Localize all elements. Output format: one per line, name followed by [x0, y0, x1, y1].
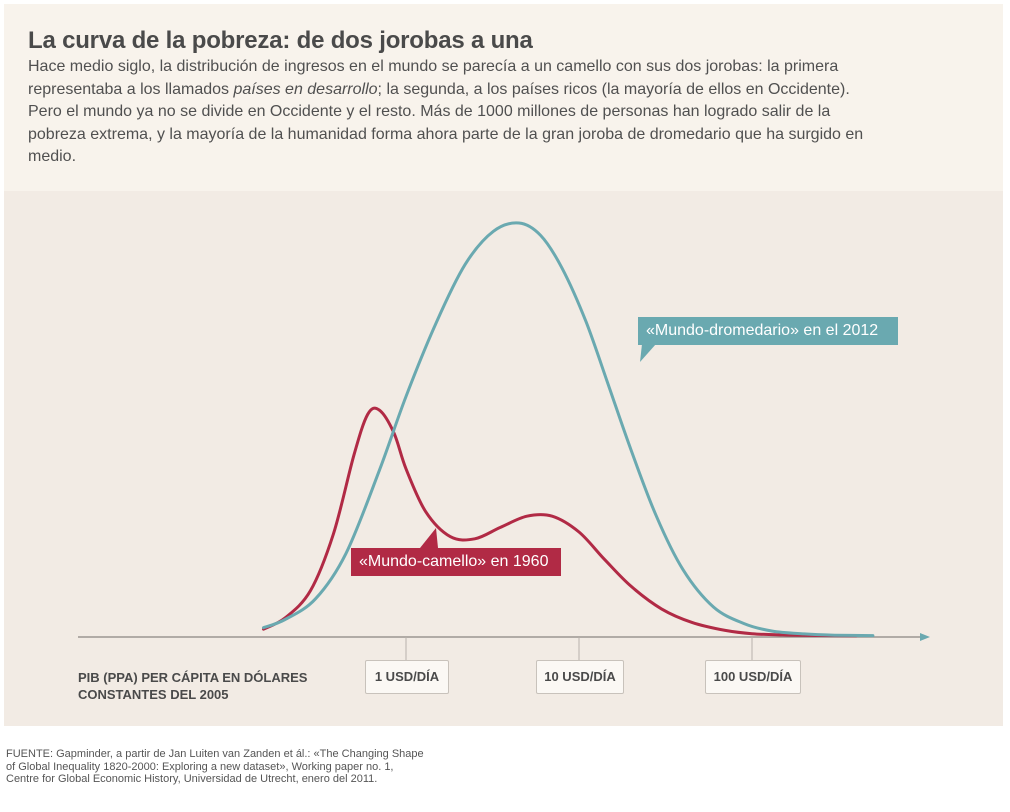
subtitle-part-2: ; la segunda, a los países ricos (la may…	[28, 80, 864, 166]
x-tick-label: 1 USD/DÍA	[365, 660, 449, 694]
subtitle-italic: países en desarrollo	[233, 80, 378, 98]
chart-subtitle: Hace medio siglo, la distribución de ing…	[28, 56, 878, 169]
label-2012-pointer	[640, 344, 656, 362]
x-axis-title: PIB (PPA) PER CÁPITA EN DÓLARES CONSTANT…	[78, 670, 308, 702]
series-line-mundo-dromedario-2012	[262, 221, 875, 638]
series-label-mundo-camello-1960: «Mundo-camello» en 1960	[351, 548, 561, 576]
x-tick-label: 100 USD/DÍA	[705, 660, 801, 694]
header-panel	[4, 4, 1003, 191]
x-axis-arrow	[920, 633, 930, 641]
chart-title: La curva de la pobreza: de dos jorobas a…	[28, 27, 533, 54]
source-note: FUENTE: Gapminder, a partir de Jan Luite…	[6, 748, 424, 785]
x-tick-label: 10 USD/DÍA	[536, 660, 624, 694]
series-line-mundo-camello-1960	[262, 406, 858, 638]
series-label-mundo-dromedario-2012: «Mundo-dromedario» en el 2012	[638, 317, 898, 345]
subtitle-part-1: Hace medio siglo, la distribución de ing…	[28, 58, 839, 98]
label-1960-pointer	[420, 528, 438, 548]
